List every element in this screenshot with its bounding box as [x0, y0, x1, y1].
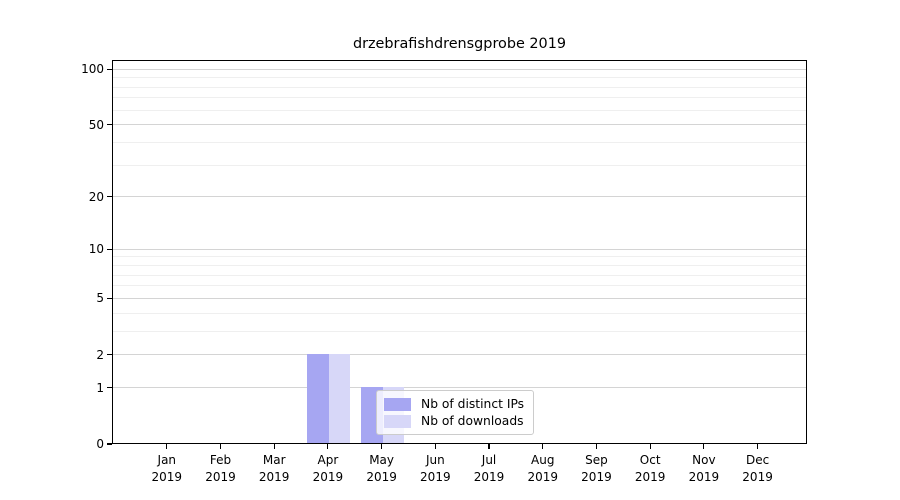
x-tick-mark [649, 444, 651, 449]
y-tick-mark [107, 68, 112, 70]
gridline-minor [113, 265, 806, 267]
y-tick-mark [107, 248, 112, 250]
x-tick-mark [273, 444, 275, 449]
chart-title: drzebrafishdrensgprobe 2019 [352, 36, 567, 52]
gridline-minor [113, 274, 806, 276]
y-tick-label: 2 [96, 347, 104, 362]
y-tick-label: 5 [96, 291, 104, 306]
legend-label: Nb of distinct IPs [421, 397, 525, 411]
gridline-major [113, 124, 806, 126]
y-tick-mark [107, 354, 112, 356]
x-tick-mark [166, 444, 168, 449]
legend-item: Nb of downloads [384, 414, 524, 428]
x-tick-mark [488, 444, 490, 449]
y-tick-label: 1 [96, 380, 104, 395]
y-tick-mark [107, 297, 112, 300]
x-tick-label: Nov 2019 [688, 453, 720, 484]
x-tick-label: Jun 2019 [420, 453, 451, 484]
y-tick-mark [107, 387, 112, 389]
x-tick-label: Feb 2019 [205, 453, 236, 484]
plot-area [112, 60, 807, 444]
gridline-minor [113, 141, 806, 143]
gridline-minor [113, 330, 806, 332]
gridline-minor [113, 285, 806, 287]
y-tick-mark [107, 196, 112, 198]
gridline-minor [113, 256, 806, 258]
gridline-minor [113, 77, 806, 79]
gridline-minor [113, 164, 806, 166]
gridline-major [113, 354, 806, 356]
x-tick-mark [756, 444, 759, 449]
gridline-major [113, 297, 806, 299]
y-tick-mark [107, 124, 112, 126]
x-tick-label: Mar 2019 [258, 453, 290, 484]
x-tick-label: Aug 2019 [527, 453, 558, 484]
x-tick-mark [327, 444, 329, 449]
legend-swatch [384, 414, 411, 428]
x-tick-label: May 2019 [366, 453, 397, 484]
y-tick-mark [107, 443, 112, 445]
legend: Nb of distinct IPs Nb of downloads [376, 390, 535, 435]
x-tick-mark [703, 444, 705, 449]
y-tick-label: 100 [81, 62, 104, 77]
gridline-minor [113, 312, 806, 314]
x-tick-mark [595, 444, 598, 449]
gridline-major [113, 68, 806, 70]
y-tick-label: 50 [88, 117, 104, 132]
x-tick-label: Jul 2019 [473, 453, 505, 484]
y-tick-label: 0 [96, 437, 104, 451]
x-tick-label: Apr 2019 [312, 453, 344, 484]
y-tick-label: 20 [88, 189, 104, 204]
x-tick-label: Sep 2019 [581, 453, 612, 484]
x-tick-label: Dec 2019 [742, 453, 773, 484]
gridline-major [113, 387, 806, 389]
gridline-major [113, 248, 806, 250]
x-tick-label: Jan 2019 [151, 453, 183, 484]
gridline-minor [113, 109, 806, 111]
x-tick-mark [434, 444, 436, 449]
x-tick-mark [542, 444, 544, 449]
gridline-minor [113, 86, 806, 88]
gridline-major [113, 196, 806, 198]
legend-item: Nb of distinct IPs [384, 397, 524, 411]
y-tick-label: 10 [88, 242, 104, 257]
x-tick-mark [219, 444, 222, 449]
legend-swatch [384, 397, 411, 411]
x-tick-mark [381, 444, 383, 449]
x-tick-label: Oct 2019 [634, 453, 666, 484]
legend-label: Nb of downloads [421, 414, 524, 428]
bar-distinct-ips [307, 354, 329, 443]
gridline-minor [113, 97, 806, 99]
bar-downloads [328, 354, 351, 443]
